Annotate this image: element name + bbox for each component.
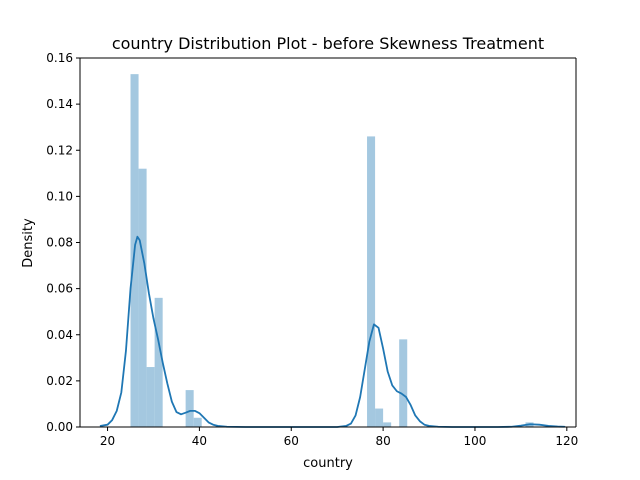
histogram-bar-5: [193, 417, 202, 427]
histogram-bar-7: [375, 408, 384, 427]
axes: 20 40 60 80 100 120 0.00 0.02 0.04 0.06 0.08 0.10 0.…: [46, 51, 578, 448]
x-tick-label: 60: [284, 434, 299, 448]
y-tick-label: 0.04: [46, 328, 73, 342]
x-tick-label: 40: [192, 434, 207, 448]
histogram-bar-6: [367, 136, 376, 427]
x-axis-label: country: [303, 456, 353, 471]
x-tick-label: 80: [375, 434, 390, 448]
y-tick-label: 0.06: [46, 282, 73, 296]
y-tick-label: 0.02: [46, 374, 73, 388]
histogram-bar-9: [399, 339, 408, 427]
x-tick-label: 120: [555, 434, 578, 448]
histogram-bar-1: [138, 168, 147, 427]
chart-title: country Distribution Plot - before Skewn…: [112, 34, 544, 53]
y-tick-label: 0.12: [46, 143, 73, 157]
y-axis-label: Density: [21, 218, 36, 268]
y-tick-label: 0.00: [46, 420, 73, 434]
y-tick-label: 0.08: [46, 236, 73, 250]
histogram-bar-3: [154, 297, 163, 427]
y-tick-label: 0.10: [46, 189, 73, 203]
y-tick-label: 0.16: [46, 51, 73, 65]
histogram-bar-8: [383, 422, 392, 427]
y-tick-label: 0.14: [46, 97, 73, 111]
histogram-bar-4: [185, 390, 194, 427]
x-tick-label: 100: [464, 434, 487, 448]
histogram-bar-2: [146, 367, 155, 427]
x-tick-label: 20: [100, 434, 115, 448]
